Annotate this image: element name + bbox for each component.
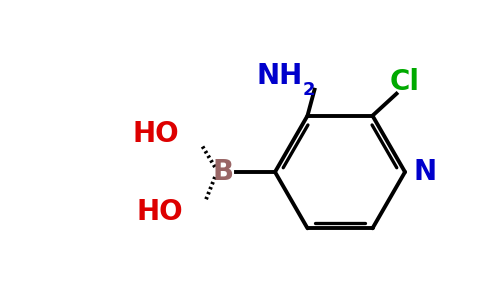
Text: 2: 2 (302, 81, 315, 99)
Text: HO: HO (136, 198, 183, 226)
Text: NH: NH (256, 62, 302, 90)
Text: HO: HO (133, 120, 179, 148)
Text: Cl: Cl (390, 68, 420, 96)
Text: N: N (414, 158, 437, 186)
Text: B: B (212, 158, 234, 186)
